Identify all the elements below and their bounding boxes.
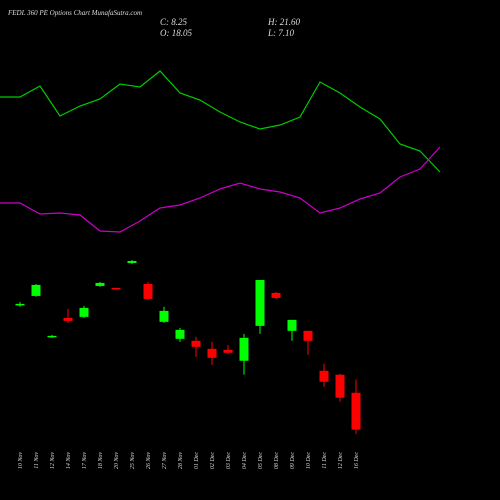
- x-tick-label: 16 Dec: [354, 452, 360, 469]
- chart-title: FEDL 360 PE Options Chart MunafaSutra.co…: [7, 9, 142, 17]
- candle-body: [31, 284, 41, 296]
- candle-body: [191, 340, 201, 347]
- x-tick-label: 09 Dec: [290, 452, 296, 469]
- x-tick-label: 26 Nov: [146, 452, 152, 470]
- candle-body: [239, 337, 249, 361]
- candle-body: [319, 370, 329, 382]
- line-series: [0, 146, 441, 233]
- info-high: H: 21.60: [267, 17, 300, 27]
- info-open: O: 18.05: [160, 28, 192, 38]
- candle-body: [111, 287, 121, 290]
- x-tick-label: 01 Dec: [194, 452, 200, 469]
- candle-body: [159, 310, 169, 322]
- x-tick-label: 25 Nov: [130, 452, 136, 470]
- candle-body: [175, 329, 185, 339]
- x-tick-label: 18 Nov: [98, 452, 104, 470]
- candle-body: [63, 317, 73, 321]
- x-tick-label: 08 Dec: [274, 452, 280, 469]
- x-tick-label: 05 Dec: [258, 452, 264, 469]
- x-tick-label: 12 Dec: [338, 452, 344, 469]
- x-tick-label: 04 Dec: [241, 452, 248, 469]
- candle-body: [351, 392, 361, 430]
- candle-body: [207, 348, 217, 358]
- x-tick-label: 28 Nov: [178, 452, 184, 470]
- x-tick-label: 10 Nov: [18, 452, 24, 470]
- candle-body: [223, 349, 233, 353]
- candle-body: [47, 335, 57, 338]
- info-close: C: 8.25: [160, 17, 188, 27]
- x-tick-label: 17 Nov: [82, 452, 88, 470]
- candle-body: [95, 282, 105, 286]
- line-series: [0, 70, 441, 173]
- x-tick-label: 02 Dec: [210, 452, 216, 469]
- candle-body: [303, 330, 313, 341]
- x-tick-label: 20 Nov: [114, 452, 120, 470]
- candle-body: [143, 283, 153, 299]
- info-low: L: 7.10: [267, 28, 295, 38]
- x-tick-label: 14 Nov: [65, 452, 72, 470]
- candle-body: [287, 319, 297, 331]
- candle-body: [335, 374, 345, 398]
- candle-body: [127, 260, 137, 263]
- x-tick-label: 12 Nov: [50, 452, 56, 470]
- candle-body: [271, 292, 281, 298]
- candle-body: [255, 279, 265, 326]
- x-tick-label: 11 Nov: [34, 452, 40, 469]
- x-tick-label: 11 Dec: [322, 452, 328, 469]
- x-tick-label: 10 Dec: [306, 452, 312, 469]
- x-tick-label: 03 Dec: [226, 452, 232, 469]
- candle-body: [79, 307, 89, 317]
- candle-body: [15, 303, 25, 306]
- x-tick-label: 27 Nov: [162, 452, 168, 470]
